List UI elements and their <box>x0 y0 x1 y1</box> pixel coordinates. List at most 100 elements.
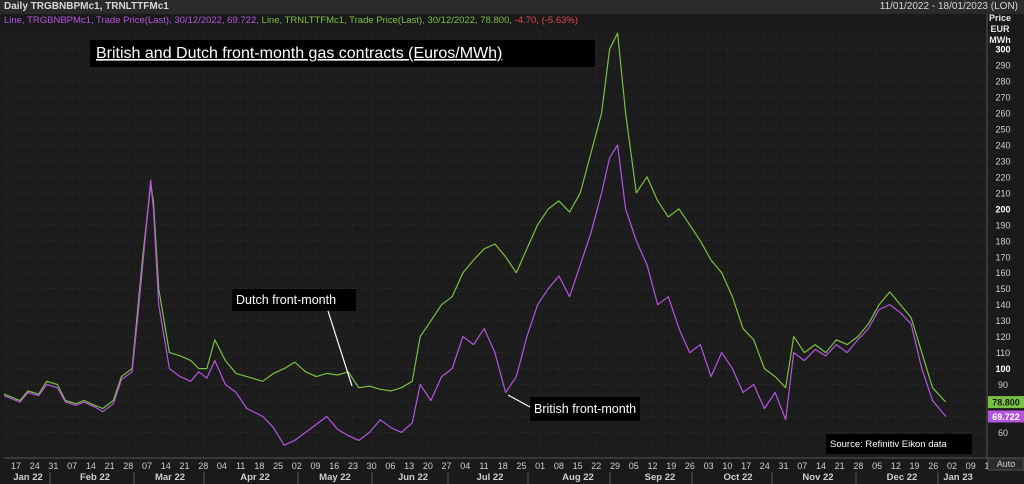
y-tick-label: 260 <box>995 109 1010 119</box>
month-label: Jul 22 <box>477 472 504 483</box>
y-tick-label: 180 <box>995 236 1010 246</box>
x-tick-label: 19 <box>910 461 920 471</box>
month-label: Jun 22 <box>398 472 428 483</box>
y-tick-label: 200 <box>995 204 1010 214</box>
month-label: Jan 23 <box>943 472 973 483</box>
y-tick-label: 210 <box>995 188 1010 198</box>
y-tick-label: 160 <box>995 268 1010 278</box>
legend-change: -4.70, (-5.63%) <box>514 15 579 26</box>
legend-british[interactable]: Line, TRGBNBPMc1, Trade Price(Last), 30/… <box>4 15 259 26</box>
x-tick-label: 02 <box>292 461 302 471</box>
x-tick-label: 11 <box>479 461 488 471</box>
x-tick-label: 31 <box>779 461 789 471</box>
x-tick-label: 14 <box>161 461 171 471</box>
y-tick-label: 280 <box>995 77 1010 87</box>
series-legend: Line, TRGBNBPMc1, Trade Price(Last), 30/… <box>4 15 578 27</box>
month-label: Aug 22 <box>562 472 594 483</box>
x-tick-label: 11 <box>236 461 245 471</box>
y-tick-label: 100 <box>995 364 1010 374</box>
x-tick-label: 25 <box>273 461 283 471</box>
auto-button[interactable] <box>987 457 1024 471</box>
x-tick-label: 21 <box>105 461 115 471</box>
x-tick-label: 04 <box>217 461 227 471</box>
x-tick-label: 29 <box>610 461 620 471</box>
month-label: Feb 22 <box>80 472 110 483</box>
y-tick-label: 150 <box>995 284 1010 294</box>
x-tick-label: 09 <box>966 461 976 471</box>
x-tick-label: 28 <box>853 461 863 471</box>
x-tick-label: 06 <box>385 461 395 471</box>
x-tick-label: 07 <box>797 461 807 471</box>
x-tick-label: 12 <box>891 461 901 471</box>
y-axis-title: EUR <box>990 24 1010 34</box>
x-tick-label: 05 <box>872 461 882 471</box>
month-label: Jan 22 <box>13 472 43 483</box>
x-tick-label: 20 <box>423 461 433 471</box>
x-tick-label: 24 <box>30 461 40 471</box>
y-tick-label: 230 <box>995 156 1010 166</box>
x-tick-label: 08 <box>554 461 564 471</box>
source-box <box>826 434 972 454</box>
x-tick-label: 18 <box>254 461 264 471</box>
dutch-annotation: Dutch front-month <box>236 293 336 307</box>
y-tick-label: 110 <box>996 348 1010 358</box>
x-tick-label: 10 <box>722 461 732 471</box>
x-tick-label: 09 <box>311 461 321 471</box>
last-value-label: 69.722 <box>992 412 1020 422</box>
dutch-arrow <box>327 310 353 387</box>
x-tick-label: 22 <box>591 461 601 471</box>
legend-dutch[interactable]: Line, TRNLTTFMc1, Trade Price(Last), 30/… <box>261 15 512 26</box>
last-value-tag <box>988 410 1024 423</box>
x-tick-label: 28 <box>198 461 208 471</box>
month-label: Dec 22 <box>887 472 918 483</box>
date-range[interactable]: 11/01/2022 - 18/01/2023 (LON) <box>879 1 1018 12</box>
last-value-tag <box>988 396 1024 409</box>
y-tick-label: 250 <box>995 125 1010 135</box>
y-tick-label: 120 <box>995 332 1010 342</box>
x-tick-label: 31 <box>48 461 58 471</box>
x-tick-label: 26 <box>928 461 938 471</box>
x-tick-label: 14 <box>86 461 96 471</box>
x-tick-label: 19 <box>666 461 676 471</box>
y-tick-label: 300 <box>995 45 1010 55</box>
y-tick-label: 90 <box>998 380 1008 390</box>
y-tick-label: 220 <box>995 172 1010 182</box>
y-tick-label: 140 <box>995 300 1010 310</box>
month-label: Sep 22 <box>645 472 676 483</box>
series-line-TRGBNBPMc1 <box>3 144 947 446</box>
x-tick-label: 03 <box>704 461 714 471</box>
y-tick-label: 190 <box>995 220 1010 230</box>
month-label: Apr 22 <box>240 472 270 483</box>
x-tick-label: 28 <box>123 461 133 471</box>
x-tick-label: 13 <box>404 461 414 471</box>
x-tick-label: 27 <box>442 461 452 471</box>
x-tick-label: 17 <box>11 461 21 471</box>
x-tick-label: 26 <box>685 461 695 471</box>
chart-title: British and Dutch front-month gas contra… <box>96 45 502 62</box>
x-tick-label: 21 <box>179 461 189 471</box>
x-tick-label: 07 <box>67 461 77 471</box>
x-tick-label: 01 <box>535 461 545 471</box>
y-axis-title: MWh <box>989 35 1011 45</box>
x-tick-label: 15 <box>573 461 583 471</box>
y-tick-label: 170 <box>995 252 1010 262</box>
y-tick-label: 130 <box>995 316 1010 326</box>
x-tick-label: 21 <box>835 461 845 471</box>
month-label: Oct 22 <box>723 472 752 483</box>
x-tick-label: 04 <box>460 461 470 471</box>
british-label-box <box>530 397 640 421</box>
y-tick-label: 270 <box>995 93 1010 103</box>
month-label: Mar 22 <box>155 472 185 483</box>
x-tick-label: 02 <box>947 461 957 471</box>
x-tick-label: 16 <box>329 461 339 471</box>
x-tick-label: 14 <box>816 461 826 471</box>
x-tick-label: 07 <box>142 461 152 471</box>
x-tick-label: 17 <box>741 461 751 471</box>
auto-button-label[interactable]: Auto <box>997 459 1016 469</box>
instrument-title: Daily TRGBNBPMc1, TRNLTTFMc1 <box>4 1 169 12</box>
x-tick-label: 18 <box>498 461 508 471</box>
last-value-label: 78.800 <box>992 398 1020 408</box>
x-tick-label: 24 <box>760 461 770 471</box>
x-tick-label: 25 <box>516 461 526 471</box>
